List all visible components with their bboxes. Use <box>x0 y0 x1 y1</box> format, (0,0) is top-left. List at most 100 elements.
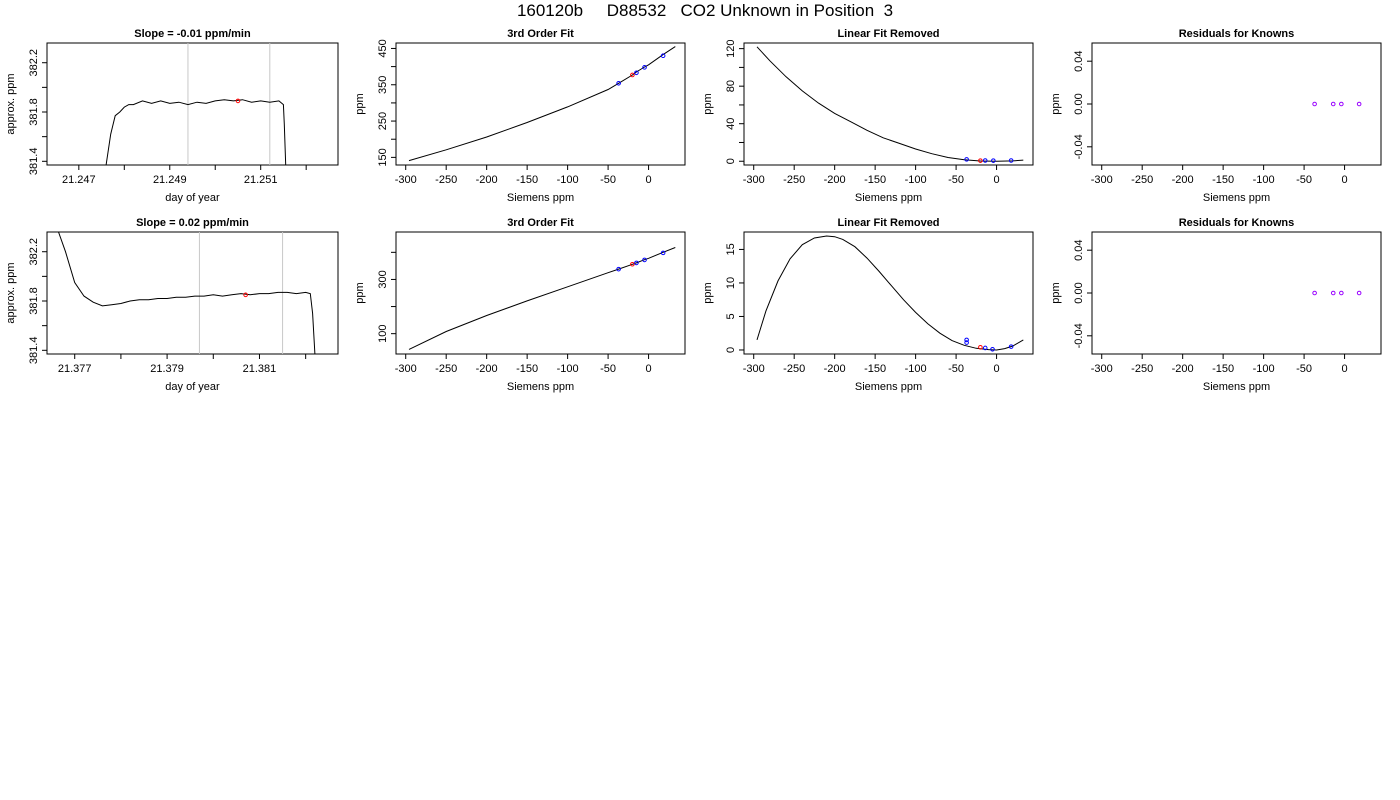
x-tick-label: -50 <box>600 174 616 186</box>
x-tick-label: 21.247 <box>62 174 96 186</box>
plot-frame <box>1091 231 1382 355</box>
plot-frame <box>1091 42 1382 166</box>
residual-point <box>1339 101 1344 107</box>
x-tick-label: 0 <box>994 363 1000 375</box>
page-title: 160120b D88532 CO2 Unknown in Position 3 <box>516 1 894 20</box>
y-tick-label: 0.04 <box>1073 50 1085 71</box>
residual-point <box>1330 101 1336 107</box>
chart-panel-3: Linear Fit Removed -300 -250 -200 -150 -100 -5… <box>702 28 1034 204</box>
chart-title: Slope = -0.01 ppm/min <box>134 28 251 40</box>
x-tick-label: -100 <box>557 363 579 375</box>
chart-title: Linear Fit Removed <box>837 217 939 229</box>
known-point <box>642 65 647 70</box>
y-tick-label: 300 <box>377 270 389 288</box>
x-tick-label: -150 <box>1212 174 1234 186</box>
y-tick-label: 0 <box>725 158 737 164</box>
chart-panel-2: 3rd Order Fit -300 -250 -200 -150 -100 -50 0 150… <box>354 28 686 204</box>
x-tick-label: -300 <box>743 363 765 375</box>
y-axis-label: approx. ppm <box>5 73 17 134</box>
x-tick-label: -300 <box>1091 174 1113 186</box>
x-tick-label: -100 <box>557 174 579 186</box>
series-line <box>756 46 1024 162</box>
chart-panel-7: Linear Fit Removed -300 -250 -200 -150 -100 -5… <box>702 217 1034 393</box>
y-tick-label: 10 <box>725 277 737 289</box>
plot-area <box>408 247 676 350</box>
mean-point <box>235 98 241 104</box>
x-tick-label: 0 <box>1342 363 1348 375</box>
known-point <box>991 158 996 163</box>
x-tick-label: -200 <box>476 174 498 186</box>
x-tick-label: 21.379 <box>150 363 184 375</box>
x-tick-label: -200 <box>476 363 498 375</box>
y-axis-label: approx. ppm <box>5 262 17 323</box>
x-tick-label: -100 <box>1253 363 1275 375</box>
residual-point <box>1312 101 1317 107</box>
plot-frame <box>46 231 339 355</box>
unknown-point <box>978 158 983 163</box>
known-point <box>964 157 969 162</box>
x-axis-label: Siemens ppm <box>1203 192 1270 204</box>
y-tick-label: 100 <box>377 324 389 342</box>
plot-frame <box>743 42 1034 166</box>
plot-frame <box>395 231 686 355</box>
x-tick-label: 21.251 <box>244 174 278 186</box>
plot-area <box>1312 101 1362 107</box>
x-axis-label: Siemens ppm <box>507 192 574 204</box>
y-tick-label: 381.4 <box>28 148 40 176</box>
y-tick-label: 120 <box>725 39 737 57</box>
y-tick-label: 5 <box>725 313 737 319</box>
plot-area <box>58 232 316 354</box>
x-tick-label: -150 <box>516 174 538 186</box>
unknown-point <box>630 72 635 78</box>
x-tick-label: -250 <box>1131 174 1153 186</box>
y-tick-label: 382.2 <box>28 49 40 77</box>
x-tick-label: -200 <box>1172 174 1194 186</box>
known-point <box>964 340 969 345</box>
chart-panel-6: 3rd Order Fit -300 -250 -200 -150 -100 -50 0 100… <box>354 217 686 393</box>
x-tick-label: -50 <box>600 363 616 375</box>
y-tick-label: 381.8 <box>28 287 40 315</box>
x-axis-label: Siemens ppm <box>1203 381 1270 393</box>
x-axis-label: Siemens ppm <box>507 381 574 393</box>
known-point <box>616 81 621 86</box>
x-tick-label: -250 <box>1131 363 1153 375</box>
y-tick-label: 382.2 <box>28 238 40 266</box>
x-tick-label: -150 <box>516 363 538 375</box>
plot-frame <box>395 42 686 166</box>
x-tick-label: 0 <box>994 174 1000 186</box>
x-tick-label: -50 <box>948 174 964 186</box>
y-tick-label: 40 <box>725 118 737 130</box>
known-point <box>634 260 639 266</box>
plot-frame <box>46 42 339 166</box>
y-tick-label: 350 <box>377 76 389 94</box>
x-axis-label: day of year <box>165 381 220 393</box>
y-tick-label: 0.04 <box>1073 239 1085 260</box>
y-axis-label: ppm <box>354 93 366 114</box>
x-tick-label: -250 <box>435 174 457 186</box>
x-axis-label: Siemens ppm <box>855 381 922 393</box>
y-tick-label: 250 <box>377 112 389 130</box>
y-tick-label: 15 <box>725 243 737 255</box>
plot-area <box>756 235 1024 352</box>
known-point <box>990 347 995 352</box>
y-tick-label: 0 <box>725 347 737 353</box>
chart-title: Residuals for Knowns <box>1179 217 1295 229</box>
series-line <box>105 99 287 165</box>
x-tick-label: -50 <box>1296 174 1312 186</box>
x-tick-label: -100 <box>1253 174 1275 186</box>
plot-area <box>105 43 287 165</box>
series-line <box>756 235 1024 351</box>
y-tick-label: -0.04 <box>1073 323 1085 348</box>
x-tick-label: -150 <box>864 174 886 186</box>
series-line <box>58 232 316 354</box>
y-tick-label: 80 <box>725 80 737 92</box>
x-tick-label: -50 <box>948 363 964 375</box>
chart-panel-8: Residuals for Knowns -300 -250 -200 -150 -100… <box>1050 217 1382 393</box>
x-tick-label: 21.377 <box>58 363 92 375</box>
chart-title: Linear Fit Removed <box>837 28 939 40</box>
x-tick-label: -150 <box>864 363 886 375</box>
x-tick-label: 0 <box>646 174 652 186</box>
plot-area <box>408 46 676 162</box>
known-point <box>660 53 666 59</box>
